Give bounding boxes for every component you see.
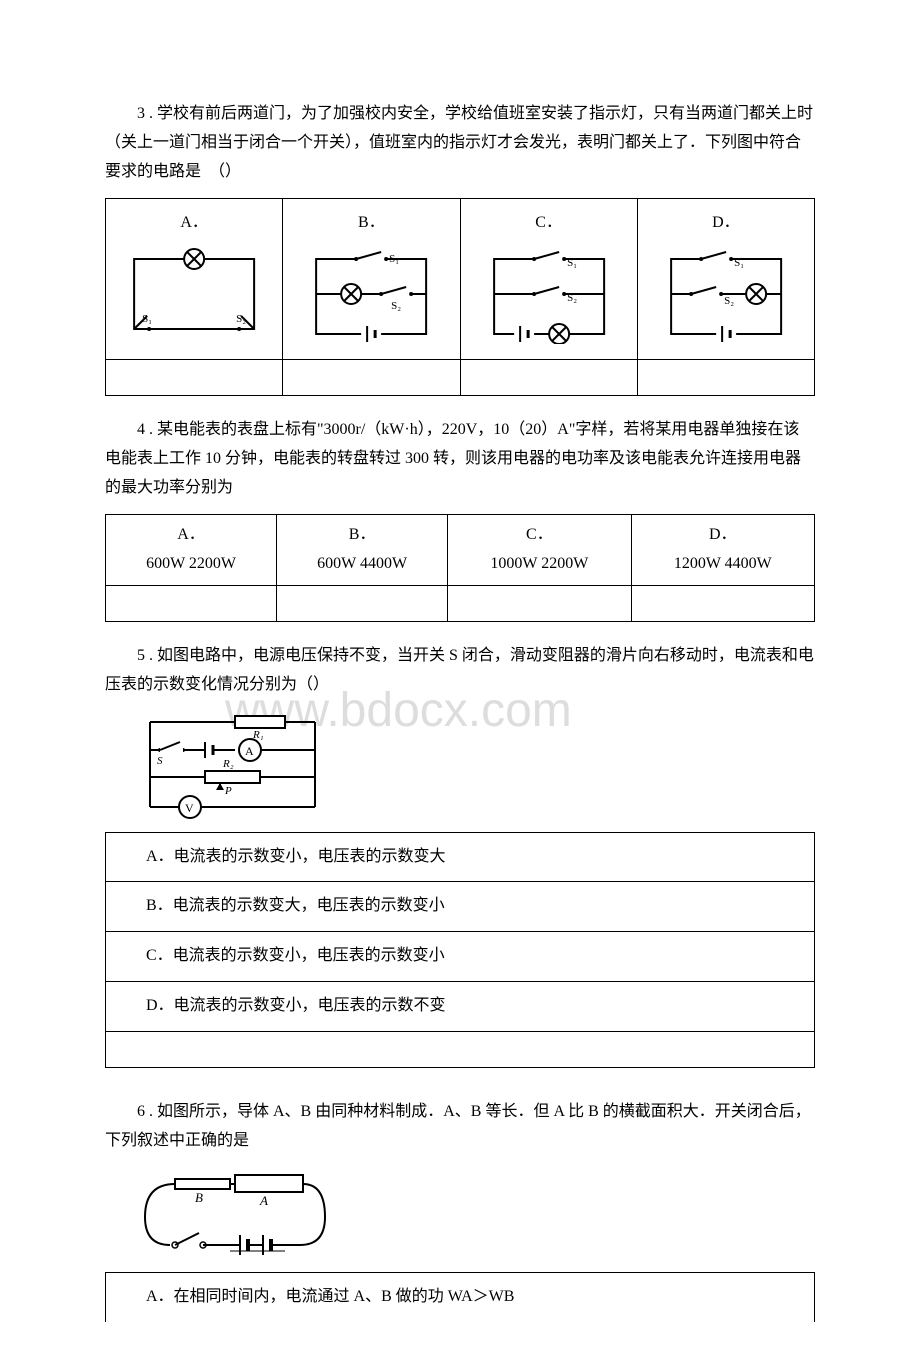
q3-circuit-a: S₁ S₂ [114, 244, 274, 344]
q5-option-a: A．电流表的示数变小，电压表的示数变大 [106, 832, 815, 882]
q5-option-c: C．电流表的示数变小，电压表的示数变小 [106, 932, 815, 982]
svg-text:S₁: S₁ [567, 257, 577, 269]
svg-text:S₁: S₁ [142, 313, 152, 325]
svg-text:B: B [195, 1190, 203, 1205]
svg-text:S₁: S₁ [734, 257, 744, 269]
q6-options-table: A．在相同时间内，电流通过 A、B 做的功 WA＞WB [105, 1272, 815, 1322]
q3-circuit-d: S₁ S₂ [646, 244, 806, 344]
q3-circuit-b: S₁ S₂ [291, 244, 451, 344]
q4-option-c: C．1000W 2200W [448, 515, 631, 586]
q3-option-c-label: C． [469, 203, 629, 244]
q3-text: 3 . 学校有前后两道门，为了加强校内安全，学校给值班室安装了指示灯，只有当两道… [105, 100, 815, 186]
q4-text: 4 . 某电能表的表盘上标有"3000r/（kW·h），220V，10（20）A… [105, 416, 815, 502]
q5-options-table: A．电流表的示数变小，电压表的示数变大 B．电流表的示数变大，电压表的示数变小 … [105, 832, 815, 1068]
q4-options-table: A．600W 2200W B．600W 4400W C．1000W 2200W … [105, 514, 815, 622]
svg-text:R₂: R₂ [222, 758, 234, 770]
q5-figure: R₁ S A R₂ P V [135, 712, 815, 822]
q6-figure: B A [135, 1167, 815, 1262]
svg-text:S₂: S₂ [236, 313, 246, 325]
q3-circuits-table: A． S₁ S₂ B． [105, 198, 815, 396]
q4-empty-row [106, 585, 815, 621]
q3-option-a-cell: A． S₁ S₂ [106, 199, 283, 360]
q6-option-a: A．在相同时间内，电流通过 A、B 做的功 WA＞WB [106, 1273, 815, 1322]
q3-option-a-label: A． [114, 203, 274, 244]
svg-text:S₂: S₂ [724, 295, 734, 307]
q3-option-d-cell: D． S₁ S₂ [637, 199, 814, 360]
q3-option-c-cell: C． S₁ S₂ [460, 199, 637, 360]
q6-text: 6 . 如图所示，导体 A、B 由同种材料制成．A、B 等长．但 A 比 B 的… [105, 1098, 815, 1156]
q4-option-b: B．600W 4400W [277, 515, 448, 586]
q3-empty-row [106, 359, 815, 395]
svg-text:S₂: S₂ [391, 300, 401, 312]
q4-option-d: D．1200W 4400W [631, 515, 814, 586]
q3-circuit-c: S₁ S₂ [469, 244, 629, 344]
svg-text:A: A [245, 744, 254, 758]
svg-text:S₂: S₂ [567, 292, 577, 304]
svg-text:P: P [224, 785, 232, 797]
svg-text:S: S [157, 755, 163, 767]
svg-text:A: A [259, 1193, 268, 1208]
q5-option-d: D．电流表的示数变小，电压表的示数不变 [106, 981, 815, 1031]
q4-option-a: A．600W 2200W [106, 515, 277, 586]
q3-option-b-label: B． [291, 203, 451, 244]
q3-option-d-label: D． [646, 203, 806, 244]
svg-text:S₁: S₁ [389, 253, 399, 265]
q5-empty-row [106, 1031, 815, 1067]
q5-option-b: B．电流表的示数变大，电压表的示数变小 [106, 882, 815, 932]
q3-option-b-cell: B． S₁ S₂ [283, 199, 460, 360]
svg-text:V: V [185, 801, 194, 815]
q5-text: 5 . 如图电路中，电源电压保持不变，当开关 S 闭合，滑动变阻器的滑片向右移动… [105, 642, 815, 700]
